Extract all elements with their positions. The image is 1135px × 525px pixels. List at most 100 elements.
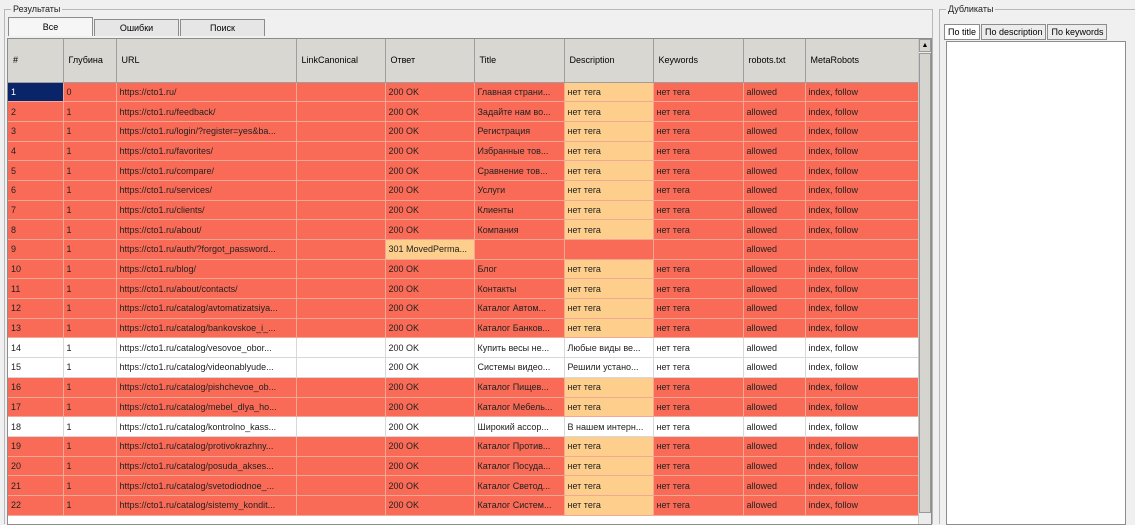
table-cell[interactable]: 11 xyxy=(8,278,64,300)
table-cell[interactable]: https://cto1.ru/catalog/bankovskoe_i_... xyxy=(116,318,297,339)
table-cell[interactable]: 200 OK xyxy=(385,141,475,162)
tab-by-title[interactable]: По title xyxy=(944,24,980,40)
table-cell[interactable]: 1 xyxy=(63,239,117,260)
tab-by-keywords[interactable]: По keywords xyxy=(1047,24,1108,40)
table-cell[interactable]: нет тега xyxy=(653,318,744,339)
table-cell[interactable]: index, follow xyxy=(805,259,919,280)
table-cell[interactable]: https://cto1.ru/about/contacts/ xyxy=(116,278,297,300)
table-cell[interactable]: index, follow xyxy=(805,121,919,142)
table-cell[interactable]: нет тега xyxy=(564,160,654,181)
table-row[interactable]: 7 1 https://cto1.ru/clients/200 OK Клиенты н… xyxy=(8,200,919,221)
table-cell[interactable]: allowed xyxy=(743,141,806,162)
table-cell[interactable]: allowed xyxy=(743,377,806,398)
table-cell[interactable]: 1 xyxy=(63,475,117,496)
table-cell[interactable]: 1 xyxy=(63,160,117,181)
table-cell[interactable]: 200 OK xyxy=(385,416,475,437)
table-cell[interactable]: allowed xyxy=(743,259,806,280)
table-cell[interactable]: allowed xyxy=(743,416,806,437)
table-row[interactable]: 15 1 https://cto1.ru/catalog/videonablyude… xyxy=(8,357,919,378)
table-cell[interactable]: 200 OK xyxy=(385,475,475,496)
table-cell[interactable]: 22 xyxy=(8,495,64,516)
table-cell[interactable]: нет тега xyxy=(564,180,654,201)
table-cell[interactable]: Контакты xyxy=(474,278,565,300)
table-cell[interactable]: 1 xyxy=(63,200,117,221)
table-cell[interactable]: https://cto1.ru/services/ xyxy=(116,180,297,201)
table-cell[interactable]: Клиенты xyxy=(474,200,565,221)
column-header[interactable]: Description xyxy=(564,39,654,83)
table-cell[interactable]: нет тега xyxy=(564,101,654,122)
column-header[interactable]: Keywords xyxy=(653,39,744,83)
table-cell[interactable]: allowed xyxy=(743,180,806,201)
table-cell[interactable]: index, follow xyxy=(805,436,919,457)
table-cell[interactable] xyxy=(564,239,654,260)
table-cell[interactable]: 1 xyxy=(63,495,117,516)
vertical-scrollbar[interactable]: ▲ xyxy=(918,39,931,524)
table-row[interactable]: 21 1 https://cto1.ru/catalog/svetodiodnoe_… xyxy=(8,475,919,496)
table-cell[interactable] xyxy=(296,495,386,516)
table-cell[interactable]: нет тега xyxy=(564,82,654,103)
table-cell[interactable] xyxy=(296,101,386,122)
table-cell[interactable] xyxy=(296,456,386,477)
table-cell[interactable]: 200 OK xyxy=(385,337,475,359)
table-cell[interactable]: 1 xyxy=(63,337,117,359)
table-cell[interactable] xyxy=(653,239,744,260)
table-cell[interactable] xyxy=(296,141,386,162)
tab-errors[interactable]: Ошибки xyxy=(94,19,179,36)
table-cell[interactable]: https://cto1.ru/catalog/kontrolno_kass..… xyxy=(116,416,297,437)
table-cell[interactable]: Каталог Против... xyxy=(474,436,565,457)
table-row[interactable]: 2 1 https://cto1.ru/feedback/200 OK Задайте… xyxy=(8,101,919,122)
table-cell[interactable]: 200 OK xyxy=(385,298,475,319)
table-cell[interactable]: нет тега xyxy=(653,200,744,221)
table-cell[interactable]: Каталог Мебель... xyxy=(474,397,565,418)
table-row[interactable]: 5 1 https://cto1.ru/compare/200 OK Сравнени… xyxy=(8,160,919,181)
tab-all[interactable]: Все xyxy=(8,17,93,36)
table-cell[interactable]: allowed xyxy=(743,160,806,181)
table-cell[interactable]: allowed xyxy=(743,239,806,260)
table-cell[interactable]: 1 xyxy=(63,121,117,142)
table-cell[interactable]: 200 OK xyxy=(385,82,475,103)
table-cell[interactable]: 4 xyxy=(8,141,64,162)
table-cell[interactable]: https://cto1.ru/catalog/vesovoe_obor... xyxy=(116,337,297,359)
table-cell[interactable]: https://cto1.ru/clients/ xyxy=(116,200,297,221)
table-cell[interactable]: нет тега xyxy=(564,397,654,418)
duplicates-list[interactable] xyxy=(946,41,1126,525)
tab-by-description[interactable]: По description xyxy=(980,24,1047,40)
table-row[interactable]: 8 1 https://cto1.ru/about/200 OK Компания не… xyxy=(8,219,919,240)
results-grid[interactable]: # Глубина URL LinkCanonical Ответ Title Descri… xyxy=(7,38,932,525)
table-row[interactable]: 6 1 https://cto1.ru/services/200 OK Услуги н… xyxy=(8,180,919,201)
table-cell[interactable]: 1 xyxy=(63,298,117,319)
column-header[interactable]: URL xyxy=(116,39,297,83)
table-cell[interactable] xyxy=(296,82,386,103)
table-cell[interactable]: allowed xyxy=(743,436,806,457)
table-cell[interactable] xyxy=(296,436,386,457)
table-cell[interactable]: index, follow xyxy=(805,416,919,437)
table-cell[interactable]: нет тега xyxy=(564,298,654,319)
table-cell[interactable]: 0 xyxy=(63,82,117,103)
table-cell[interactable]: Каталог Посуда... xyxy=(474,456,565,477)
table-row[interactable]: 14 1 https://cto1.ru/catalog/vesovoe_obor.… xyxy=(8,337,919,359)
table-row[interactable]: 22 1 https://cto1.ru/catalog/sistemy_kondi… xyxy=(8,495,919,516)
table-cell[interactable]: 301 MovedPerma... xyxy=(385,239,475,260)
table-cell[interactable] xyxy=(296,180,386,201)
table-cell[interactable]: 1 xyxy=(63,318,117,339)
table-row[interactable]: 11 1 https://cto1.ru/about/contacts/200 OK… xyxy=(8,278,919,300)
table-cell[interactable]: 200 OK xyxy=(385,397,475,418)
table-cell[interactable]: нет тега xyxy=(564,495,654,516)
tab-search[interactable]: Поиск xyxy=(180,19,265,36)
table-cell[interactable]: 1 xyxy=(63,141,117,162)
table-cell[interactable]: index, follow xyxy=(805,219,919,240)
column-header[interactable]: Title xyxy=(474,39,565,83)
table-cell[interactable]: https://cto1.ru/catalog/videonablyude... xyxy=(116,357,297,378)
table-cell[interactable] xyxy=(296,121,386,142)
table-cell[interactable]: https://cto1.ru/catalog/sistemy_kondit..… xyxy=(116,495,297,516)
table-cell[interactable]: https://cto1.ru/favorites/ xyxy=(116,141,297,162)
table-cell[interactable]: index, follow xyxy=(805,101,919,122)
table-cell[interactable]: нет тега xyxy=(653,141,744,162)
table-cell[interactable]: 18 xyxy=(8,416,64,437)
table-cell[interactable]: 200 OK xyxy=(385,357,475,378)
table-cell[interactable]: index, follow xyxy=(805,180,919,201)
table-cell[interactable]: https://cto1.ru/catalog/avtomatizatsiya.… xyxy=(116,298,297,319)
table-cell[interactable]: 200 OK xyxy=(385,101,475,122)
table-cell[interactable]: https://cto1.ru/catalog/protivokrazhny..… xyxy=(116,436,297,457)
table-cell[interactable]: нет тега xyxy=(653,259,744,280)
